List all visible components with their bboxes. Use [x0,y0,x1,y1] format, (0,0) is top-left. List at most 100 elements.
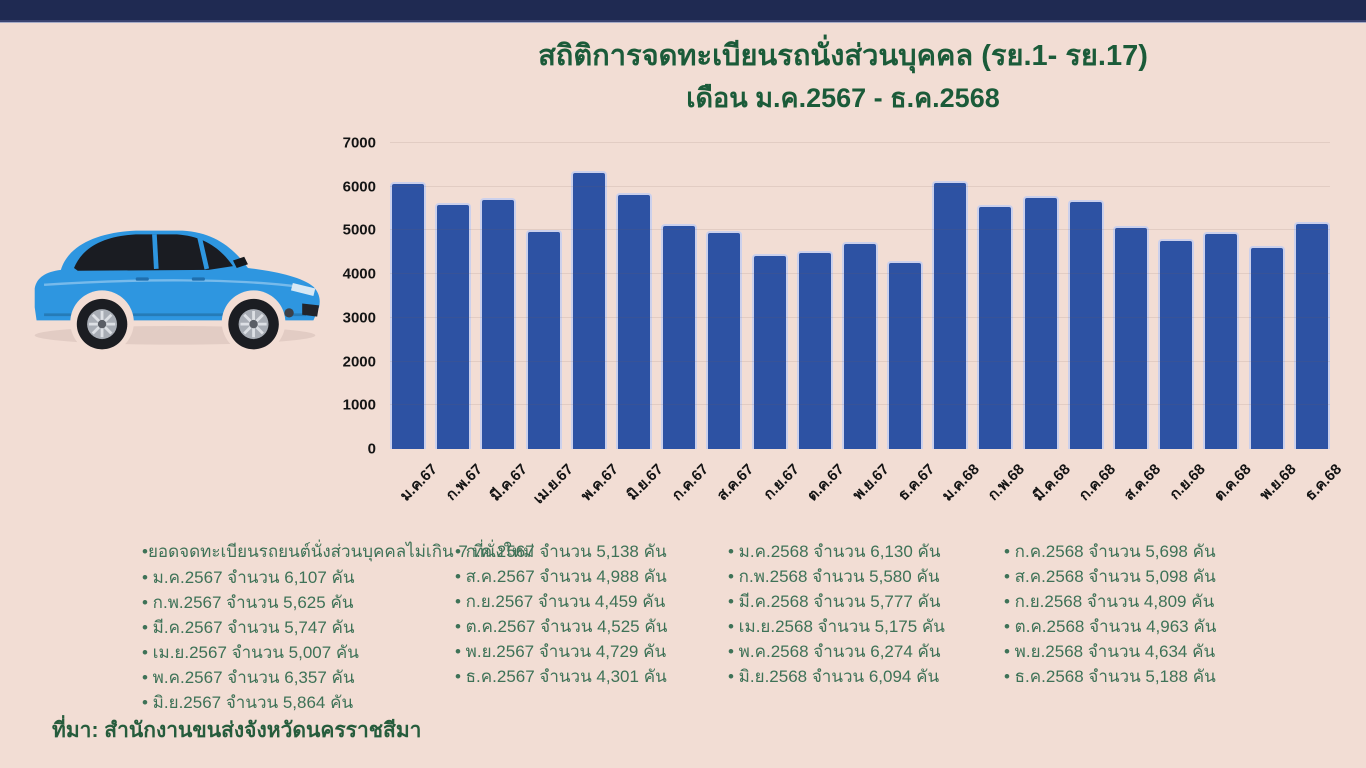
gridline [390,273,1330,275]
car-side-mirror [232,256,248,268]
y-tick-label: 2000 [342,353,376,371]
car-b-pillar [152,234,159,270]
x-tick-label: ธ.ค.68 [1301,460,1345,505]
bar-ก.ย.68 [1158,238,1195,449]
legend-item: • ก.ย.2568 จำนวน 4,809 คัน [1004,592,1215,611]
gridline [390,142,1330,143]
x-slot: ก.ค.67 [661,452,712,522]
bar-ธ.ค.68 [1293,222,1330,449]
y-tick-label: 4000 [342,265,376,283]
x-slot: ส.ค.67 [706,452,757,522]
bar-พ.ย.68 [1248,246,1285,449]
bar-ก.ค.68 [1067,199,1104,449]
bar-ก.ย.67 [751,254,788,449]
plot-area [390,142,1330,449]
y-tick-label: 5000 [342,221,376,239]
x-slot: มี.ค.68 [1023,452,1074,522]
legend-item: • มี.ค.2568 จำนวน 5,777 คัน [728,592,941,611]
bar-ส.ค.67 [706,230,743,449]
legend-item: • พ.ย.2567 จำนวน 4,729 คัน [455,642,667,661]
x-slot: ต.ค.68 [1203,452,1255,522]
gridline [390,316,1330,318]
page-title-line1: สถิติการจดทะเบียนรถนั่งส่วนบุคคล (รย.1- … [538,40,1148,72]
y-tick-label: 0 [367,440,376,458]
legend-item: • ก.ค.2567 จำนวน 5,138 คัน [455,542,667,561]
legend-column-2: • ก.ค.2567 จำนวน 5,138 คัน • ส.ค.2567 จำน… [455,539,728,715]
page-title-line2: เดือน ม.ค.2567 - ธ.ค.2568 [686,83,1000,113]
car-fog-light [284,308,294,318]
car-c-pillar [197,235,210,270]
x-slot: ก.ย.68 [1158,452,1209,522]
bar-ต.ค.68 [1203,232,1240,449]
bar-ต.ค.67 [796,251,833,449]
blue-sedan-car-icon [34,230,320,355]
gridline [390,185,1330,187]
car-rear-wheel [76,298,128,350]
legend-column-3: • ม.ค.2568 จำนวน 6,130 คัน • ก.พ.2568 จำน… [728,539,1004,715]
legend-item: • ก.ย.2567 จำนวน 4,459 คัน [455,592,666,611]
bar-ม.ค.67 [390,182,426,449]
legend-item: • ก.พ.2567 จำนวน 5,625 คัน [142,593,354,612]
top-navy-bar [0,0,1366,20]
bar-ส.ค.68 [1113,226,1149,449]
car-grille [302,303,320,317]
legend-item: • เม.ย.2568 จำนวน 5,175 คัน [728,617,945,636]
car-door-handle-rear [135,277,149,281]
x-slot: ธ.ค.67 [887,452,938,522]
legend-column-4: • ก.ค.2568 จำนวน 5,698 คัน • ส.ค.2568 จำน… [1004,539,1304,715]
car-door-handle-front [191,277,205,281]
x-slot: มี.ค.67 [480,452,531,522]
legend-item: • ธ.ค.2567 จำนวน 4,301 คัน [455,667,667,686]
legend-header: •ยอดจดทะเบียนรถยนต์นั่งส่วนบุคคลไม่เกิน … [142,542,535,561]
x-slot: ส.ค.68 [1113,452,1164,522]
x-slot: มิ.ย.67 [616,452,667,522]
x-slot: ก.พ.67 [435,452,486,522]
bar-เม.ย.67 [525,230,562,449]
legend-item: • เม.ย.2567 จำนวน 5,007 คัน [142,643,359,662]
bar-ก.พ.67 [435,203,472,449]
legend-item: • ต.ค.2567 จำนวน 4,525 คัน [455,617,668,636]
legend-item: • ต.ค.2568 จำนวน 4,963 คัน [1004,617,1217,636]
legend-item: • ม.ค.2568 จำนวน 6,130 คัน [728,542,941,561]
page-title: สถิติการจดทะเบียนรถนั่งส่วนบุคคล (รย.1- … [330,34,1356,118]
x-slot: ธ.ค.68 [1294,452,1344,522]
y-tick-label: 7000 [342,134,376,152]
x-slot: พ.ย.68 [1249,452,1299,522]
bar-chart: 0 1000 2000 3000 4000 5000 6000 7000 ม.ค.67 ก.พ.… [334,130,1345,522]
x-axis: ม.ค.67 ก.พ.67 มี.ค.67 เม.ย.67 พ.ค.67 มิ.ย.67 ก… [390,452,1345,522]
x-slot: ม.ค.67 [390,452,441,522]
bar-ก.ค.67 [661,224,698,449]
legend-item: • ธ.ค.2568 จำนวน 5,188 คัน [1004,667,1216,686]
y-tick-label: 6000 [342,178,376,196]
x-slot: ก.ค.68 [1068,452,1118,522]
legend-item: • พ.ค.2567 จำนวน 6,357 คัน [142,668,355,687]
legend-item: • มิ.ย.2568 จำนวน 6,094 คัน [728,667,940,686]
top-bar-divider [0,20,1366,23]
legend-item: • ก.ค.2568 จำนวน 5,698 คัน [1004,542,1216,561]
bar-พ.ย.67 [841,242,878,449]
x-slot: ม.ค.68 [932,452,983,522]
legend-item: • มี.ค.2567 จำนวน 5,747 คัน [142,618,355,637]
car-front-wheel [228,298,279,350]
bar-มิ.ย.67 [615,192,652,449]
y-axis: 0 1000 2000 3000 4000 5000 6000 7000 [334,135,382,458]
gridline [390,404,1330,406]
gridline [390,360,1330,362]
legend-item: • ส.ค.2567 จำนวน 4,988 คัน [455,567,667,586]
legend: •ยอดจดทะเบียนรถยนต์นั่งส่วนบุคคลไม่เกิน … [142,539,1304,715]
x-slot: ต.ค.67 [797,452,848,522]
bar-ม.ค.68 [932,181,969,449]
bars [390,143,1330,449]
bar-ก.พ.68 [977,205,1014,449]
bar-พ.ค.67 [570,171,607,449]
car-beltline-highlight [43,279,312,290]
x-slot: พ.ย.67 [842,452,893,522]
legend-item: • ม.ค.2567 จำนวน 6,107 คัน [142,568,355,587]
x-slot: เม.ย.67 [526,452,577,522]
car-headlight [290,282,316,297]
x-slot: ก.ย.67 [752,452,802,522]
x-slot: ก.พ.68 [977,452,1028,522]
bar-ธ.ค.67 [887,261,924,449]
legend-item: • ก.พ.2568 จำนวน 5,580 คัน [728,567,940,586]
bar-มี.ค.67 [480,197,517,449]
